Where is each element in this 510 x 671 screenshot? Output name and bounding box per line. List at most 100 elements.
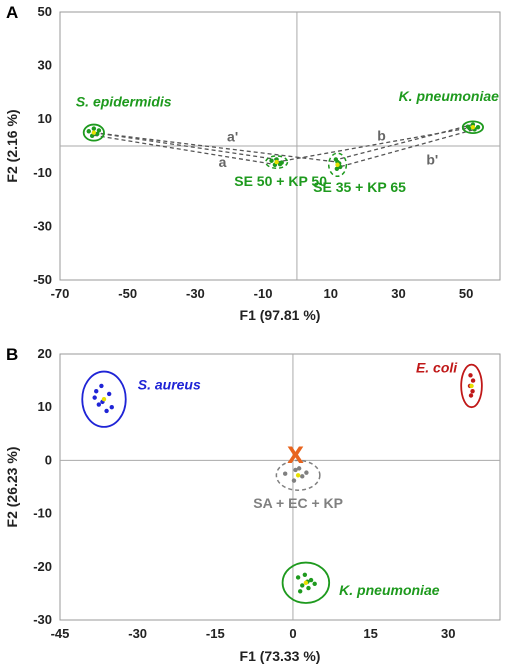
group-cluster: S. epidermidis — [76, 94, 172, 142]
data-point — [304, 470, 309, 475]
group-label: K. pneumoniae — [339, 582, 440, 598]
panel-b-axes — [60, 354, 500, 620]
y-tick-label: -50 — [33, 272, 52, 287]
y-tick-label: -30 — [33, 612, 52, 627]
data-point — [302, 572, 308, 577]
panel-a: A aa' b b' S. epidermidis K. pneumoniae SE 5… — [4, 3, 501, 323]
data-point — [297, 589, 303, 594]
x-tick-label: -70 — [51, 286, 70, 301]
group-label: SE 35 + KP 65 — [313, 179, 406, 195]
y-tick-label: 0 — [45, 452, 52, 467]
confidence-ellipse — [327, 152, 348, 178]
data-point — [106, 391, 112, 397]
panel-b: B S. aureus E. coli K. pneumoniae SA + EC +… — [4, 345, 501, 664]
data-point — [104, 408, 109, 414]
data-point — [295, 575, 301, 580]
x-tick-label: -50 — [118, 286, 137, 301]
centroid-point — [101, 397, 107, 402]
data-point — [470, 378, 476, 383]
group-label: S. aureus — [138, 377, 201, 393]
confidence-ellipse — [82, 123, 105, 142]
group-label: SE 50 + KP 50 — [234, 173, 327, 189]
group-cluster: K. pneumoniae — [281, 561, 440, 604]
data-point — [296, 466, 302, 471]
group-label: K. pneumoniae — [399, 88, 500, 104]
connector-annotation: a' — [227, 129, 238, 145]
y-tick-label: 10 — [38, 399, 52, 414]
data-point — [269, 158, 274, 163]
connector-line — [337, 129, 474, 169]
confidence-ellipse — [275, 459, 321, 491]
x-tick-label: 0 — [289, 626, 296, 641]
panel-b-y-axis-label: F2 (26.23 %) — [4, 447, 20, 528]
data-point — [291, 478, 297, 483]
centroid-point — [303, 580, 309, 585]
data-point — [86, 129, 91, 134]
data-point — [300, 474, 305, 479]
panel-a-x-axis-label: F1 (97.81 %) — [240, 307, 321, 323]
data-point — [96, 128, 102, 133]
y-tick-label: 10 — [38, 111, 52, 126]
connector-line — [93, 131, 338, 163]
data-point — [467, 126, 472, 131]
data-point — [91, 126, 97, 131]
y-tick-label: -20 — [33, 559, 52, 574]
x-tick-label: 15 — [363, 626, 377, 641]
confidence-ellipse — [460, 363, 483, 409]
data-point — [92, 395, 97, 400]
x-tick-label: 10 — [324, 286, 338, 301]
group-cluster: K. pneumoniae — [399, 88, 500, 135]
data-point — [475, 125, 481, 130]
connector-line — [276, 126, 474, 163]
confidence-ellipse — [265, 155, 289, 169]
group-cluster: SE 50 + KP 50 — [234, 155, 327, 189]
data-point — [109, 405, 114, 410]
data-point — [94, 389, 99, 394]
predicted-marker: X — [287, 444, 304, 469]
data-point — [312, 581, 317, 587]
centroid-point — [91, 130, 97, 135]
confidence-ellipse — [461, 120, 484, 135]
group-label: S. epidermidis — [76, 94, 172, 110]
x-tick-label: -45 — [51, 626, 70, 641]
x-tick-label: -10 — [254, 286, 273, 301]
y-tick-label: -30 — [33, 218, 52, 233]
centroid-point — [470, 125, 476, 130]
data-point — [334, 166, 340, 171]
data-point — [96, 402, 102, 407]
group-label: E. coli — [416, 360, 458, 376]
x-tick-label: -30 — [128, 626, 147, 641]
connector-line — [337, 123, 474, 161]
group-label: SA + EC + KP — [253, 495, 343, 511]
data-point — [468, 373, 473, 378]
data-point — [470, 389, 475, 394]
data-point — [300, 583, 305, 588]
data-point — [282, 471, 288, 476]
group-cluster: S. aureus — [81, 370, 201, 428]
connector-annotation: b — [377, 127, 386, 143]
centroid-point — [274, 159, 279, 165]
centroid-point — [335, 162, 340, 167]
confidence-ellipse — [81, 370, 127, 428]
group-cluster: SA + EC + KP — [253, 459, 343, 511]
panel-b-plot-frame — [59, 353, 501, 621]
x-tick-label: -15 — [206, 626, 225, 641]
panel-a-axes — [60, 12, 500, 280]
data-point — [306, 585, 311, 591]
data-point — [99, 383, 104, 389]
connector-line — [93, 134, 277, 166]
panel-b-groups: S. aureus E. coli K. pneumoniae SA + EC + K… — [81, 360, 483, 604]
data-point — [468, 393, 474, 398]
panel-a-letter: A — [6, 3, 18, 22]
connector-annotation: a — [219, 154, 227, 170]
data-point — [293, 467, 298, 473]
panel-b-x-axis-label: F1 (73.33 %) — [240, 648, 321, 664]
y-tick-label: 50 — [38, 4, 52, 19]
centroid-point — [295, 473, 301, 478]
data-point — [308, 577, 314, 583]
y-tick-label: -10 — [33, 165, 52, 180]
panel-a-groups: S. epidermidis K. pneumoniae SE 50 + KP 50… — [76, 88, 499, 195]
data-point — [277, 162, 283, 167]
